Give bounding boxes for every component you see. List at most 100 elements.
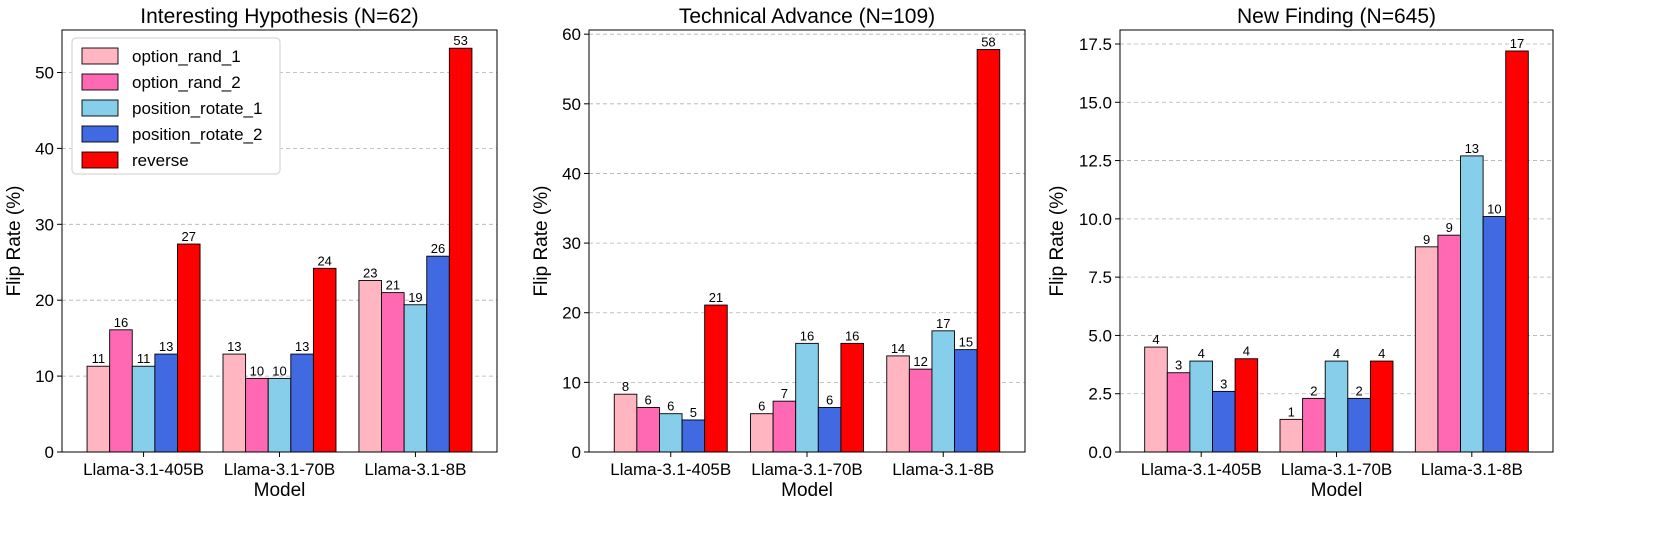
data-label: 12 (913, 354, 927, 369)
legend-swatch-position_rotate_2 (81, 125, 119, 143)
y-tick-label: 10.0 (1079, 210, 1112, 229)
x-tick-label: Llama-3.1-405B (610, 460, 731, 479)
data-label: 19 (408, 290, 422, 305)
y-tick-label: 10 (562, 373, 581, 392)
bar-option_rand_1-1 (1279, 418, 1304, 453)
bar-option_rand_2-1 (245, 377, 269, 453)
y-tick-label: 20 (35, 291, 54, 310)
x-tick-label: Llama-3.1-8B (892, 460, 994, 479)
data-label: 13 (159, 339, 173, 354)
x-axis-label: Model (254, 480, 306, 501)
legend-swatch-option_rand_1 (81, 47, 119, 65)
data-label: 58 (981, 34, 995, 49)
axes-frame (1119, 29, 1554, 453)
bar-reverse-0 (704, 304, 728, 453)
bar-option_rand_1-2 (1414, 246, 1439, 453)
data-label: 14 (891, 341, 905, 356)
chart-title: Technical Advance (N=109) (679, 5, 935, 28)
data-label: 10 (272, 363, 286, 378)
data-label: 13 (295, 339, 309, 354)
bar-option_rand_2-2 (381, 292, 405, 453)
data-label: 9 (1446, 220, 1453, 235)
y-tick-label: 15.0 (1079, 93, 1112, 112)
legend-label: reverse (132, 151, 189, 170)
bar-reverse-2 (448, 47, 473, 453)
x-tick-label: Llama-3.1-405B (83, 460, 204, 479)
y-tick-label: 10 (35, 367, 54, 386)
bar-position_rotate_2-1 (290, 353, 314, 453)
data-label: 16 (800, 328, 814, 343)
data-label: 6 (826, 392, 833, 407)
y-tick-label: 30 (35, 215, 54, 234)
y-tick-label: 0 (572, 443, 581, 462)
y-tick-label: 50 (562, 95, 581, 114)
chart-title: Interesting Hypothesis (N=62) (140, 5, 418, 28)
data-label: 5 (690, 405, 697, 420)
data-label: 23 (363, 265, 377, 280)
x-tick-label: Llama-3.1-70B (224, 460, 336, 479)
bar-option_rand_2-2 (908, 368, 933, 453)
y-tick-label: 7.5 (1088, 268, 1112, 287)
bar-position_rotate_1-2 (403, 304, 428, 453)
bar-option_rand_1-1 (222, 353, 247, 453)
data-label: 4 (1333, 346, 1340, 361)
bar-option_rand_1-2 (886, 355, 910, 453)
data-label: 26 (431, 241, 445, 256)
x-tick-label: Llama-3.1-70B (751, 460, 863, 479)
y-tick-label: 30 (562, 234, 581, 253)
bar-position_rotate_2-2 (1482, 216, 1507, 453)
data-label: 4 (1152, 332, 1159, 347)
data-label: 53 (453, 33, 467, 48)
legend-label: position_rotate_2 (132, 125, 262, 144)
bar-reverse-0 (177, 243, 201, 453)
y-tick-label: 60 (562, 25, 581, 44)
chart-panel-3: 43434Llama-3.1-405B12424Llama-3.1-70B991… (1047, 5, 1554, 501)
data-label: 27 (182, 229, 196, 244)
data-label: 6 (645, 392, 652, 407)
bar-position_rotate_2-0 (1212, 390, 1236, 453)
y-tick-label: 12.5 (1079, 152, 1112, 171)
bar-option_rand_2-0 (109, 329, 133, 453)
data-label: 7 (781, 386, 788, 401)
legend-swatch-option_rand_2 (81, 73, 119, 91)
bar-option_rand_2-2 (1437, 234, 1461, 453)
data-label: 4 (1378, 346, 1385, 361)
y-tick-label: 50 (35, 64, 54, 83)
data-label: 13 (227, 339, 241, 354)
legend-swatch-reverse (81, 151, 119, 169)
data-label: 6 (667, 399, 674, 414)
x-tick-label: Llama-3.1-8B (1421, 460, 1523, 479)
bar-option_rand_2-0 (1166, 372, 1191, 453)
y-tick-label: 17.5 (1079, 35, 1112, 54)
bar-option_rand_2-1 (1302, 397, 1326, 453)
bar-option_rand_1-0 (86, 365, 111, 453)
bar-reverse-2 (1505, 50, 1529, 453)
bar-position_rotate_2-1 (1347, 397, 1371, 453)
bar-option_rand_1-2 (358, 280, 382, 453)
bar-reverse-0 (1234, 358, 1259, 453)
x-axis-label: Model (1311, 480, 1363, 501)
data-label: 2 (1355, 383, 1362, 398)
x-tick-label: Llama-3.1-70B (1281, 460, 1393, 479)
data-label: 11 (137, 351, 151, 366)
y-tick-label: 0 (45, 443, 54, 462)
y-tick-label: 0.0 (1088, 443, 1112, 462)
bar-option_rand_2-0 (636, 406, 660, 453)
data-label: 21 (709, 290, 723, 305)
data-label: 2 (1310, 383, 1317, 398)
data-label: 4 (1243, 344, 1250, 359)
y-tick-label: 40 (562, 164, 581, 183)
bar-position_rotate_2-2 (426, 255, 450, 453)
data-label: 11 (92, 351, 106, 366)
bar-position_rotate_1-2 (1460, 155, 1484, 453)
data-label: 4 (1198, 346, 1205, 361)
bar-reverse-2 (976, 49, 1001, 453)
data-label: 17 (1510, 36, 1524, 51)
chart-title: New Finding (N=645) (1237, 5, 1436, 28)
bar-position_rotate_1-1 (267, 377, 292, 453)
data-label: 15 (959, 335, 973, 350)
legend: option_rand_1 option_rand_2 position_rotat… (71, 37, 281, 175)
bar-option_rand_1-1 (750, 413, 774, 453)
y-tick-label: 2.5 (1088, 385, 1112, 404)
